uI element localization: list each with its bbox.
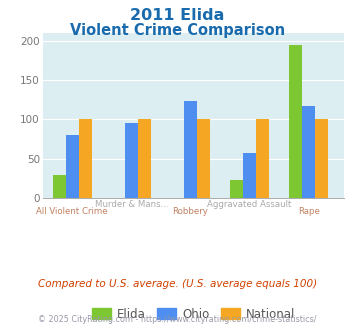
Text: Robbery: Robbery [173, 207, 208, 216]
Bar [138, 119, 151, 198]
Text: © 2025 CityRating.com - https://www.cityrating.com/crime-statistics/: © 2025 CityRating.com - https://www.city… [38, 315, 317, 324]
Bar [256, 119, 269, 198]
Bar [184, 101, 197, 198]
Text: All Violent Crime: All Violent Crime [36, 207, 108, 216]
Bar [79, 119, 92, 198]
Legend: Elida, Ohio, National: Elida, Ohio, National [87, 303, 300, 325]
Text: Rape: Rape [298, 207, 320, 216]
Bar [125, 123, 138, 198]
Text: Murder & Mans...: Murder & Mans... [94, 200, 168, 209]
Bar [66, 135, 79, 198]
Text: Compared to U.S. average. (U.S. average equals 100): Compared to U.S. average. (U.S. average … [38, 279, 317, 289]
Text: Aggravated Assault: Aggravated Assault [207, 200, 292, 209]
Bar [53, 175, 66, 198]
Bar [302, 106, 315, 198]
Text: 2011 Elida: 2011 Elida [130, 8, 225, 23]
Bar [243, 153, 256, 198]
Bar [289, 45, 302, 198]
Bar [315, 119, 328, 198]
Bar [197, 119, 210, 198]
Text: Violent Crime Comparison: Violent Crime Comparison [70, 23, 285, 38]
Bar [230, 180, 243, 198]
